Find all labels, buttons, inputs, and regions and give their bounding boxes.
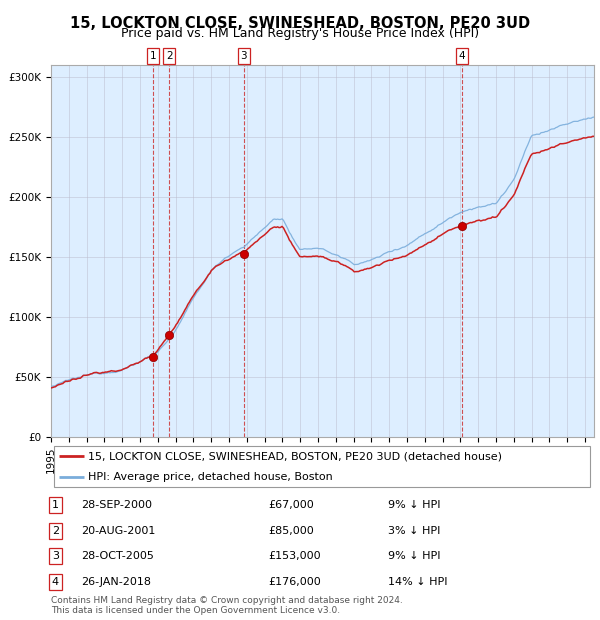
Text: 2: 2 bbox=[52, 526, 59, 536]
Text: 14% ↓ HPI: 14% ↓ HPI bbox=[388, 577, 447, 587]
Text: 4: 4 bbox=[52, 577, 59, 587]
Text: HPI: Average price, detached house, Boston: HPI: Average price, detached house, Bost… bbox=[88, 472, 332, 482]
Text: 4: 4 bbox=[458, 51, 465, 61]
Text: £176,000: £176,000 bbox=[268, 577, 321, 587]
Text: 2: 2 bbox=[166, 51, 173, 61]
Text: 3: 3 bbox=[52, 551, 59, 561]
Text: 15, LOCKTON CLOSE, SWINESHEAD, BOSTON, PE20 3UD (detached house): 15, LOCKTON CLOSE, SWINESHEAD, BOSTON, P… bbox=[88, 451, 502, 461]
Text: 1: 1 bbox=[150, 51, 157, 61]
Text: 20-AUG-2001: 20-AUG-2001 bbox=[81, 526, 155, 536]
Text: 3: 3 bbox=[241, 51, 247, 61]
Text: £67,000: £67,000 bbox=[268, 500, 314, 510]
FancyBboxPatch shape bbox=[54, 446, 590, 487]
Text: £85,000: £85,000 bbox=[268, 526, 314, 536]
Text: 3% ↓ HPI: 3% ↓ HPI bbox=[388, 526, 440, 536]
Text: 9% ↓ HPI: 9% ↓ HPI bbox=[388, 500, 440, 510]
Text: Price paid vs. HM Land Registry's House Price Index (HPI): Price paid vs. HM Land Registry's House … bbox=[121, 27, 479, 40]
Text: 9% ↓ HPI: 9% ↓ HPI bbox=[388, 551, 440, 561]
Text: 28-OCT-2005: 28-OCT-2005 bbox=[81, 551, 154, 561]
Text: 28-SEP-2000: 28-SEP-2000 bbox=[81, 500, 152, 510]
Text: 15, LOCKTON CLOSE, SWINESHEAD, BOSTON, PE20 3UD: 15, LOCKTON CLOSE, SWINESHEAD, BOSTON, P… bbox=[70, 16, 530, 30]
Text: 26-JAN-2018: 26-JAN-2018 bbox=[81, 577, 151, 587]
Text: 1: 1 bbox=[52, 500, 59, 510]
Text: Contains HM Land Registry data © Crown copyright and database right 2024.
This d: Contains HM Land Registry data © Crown c… bbox=[51, 596, 403, 615]
Text: £153,000: £153,000 bbox=[268, 551, 321, 561]
